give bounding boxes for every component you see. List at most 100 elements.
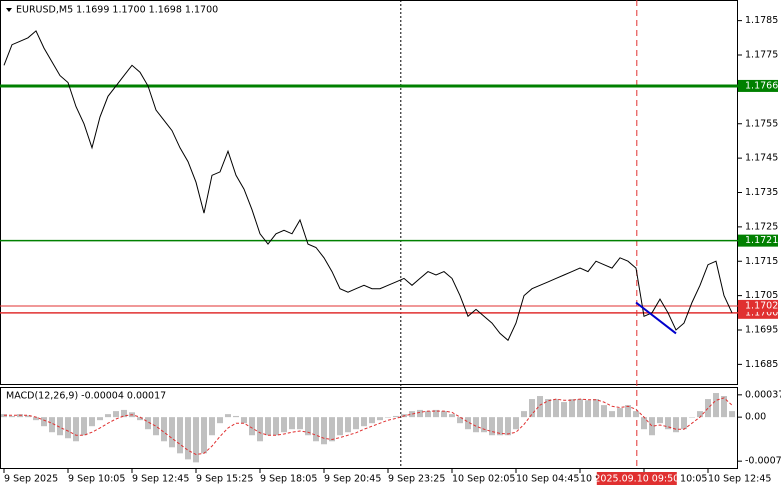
macd-bar <box>513 417 519 430</box>
macd-bar <box>713 393 719 418</box>
macd-bar <box>641 417 647 430</box>
macd-bar <box>113 411 119 418</box>
macd-bar <box>97 417 103 421</box>
macd-bar <box>297 417 303 430</box>
x-tick-label: 9 Sep 12:45 <box>132 474 189 485</box>
macd-bar <box>441 411 447 418</box>
menu-arrow <box>6 8 12 12</box>
chart-title: EURUSD,M5 1.1699 1.1700 1.1698 1.1700 <box>16 5 218 16</box>
macd-bar <box>681 417 687 430</box>
x-tick-label: 9 Sep 23:25 <box>388 474 445 485</box>
macd-bar <box>705 399 711 418</box>
macd-bar <box>105 414 111 418</box>
macd-bar <box>345 417 351 433</box>
macd-bar <box>377 417 383 421</box>
level-label-box <box>738 234 778 247</box>
x-tick-label: 9 Sep 10:05 <box>68 474 125 485</box>
macd-bar <box>73 417 79 442</box>
macd-bar <box>81 417 87 436</box>
x-tick-label: 10 Sep 12:45 <box>708 474 771 485</box>
level-label: 1.1721 <box>745 235 778 246</box>
macd-bar <box>201 417 207 454</box>
macd-bar <box>177 417 183 454</box>
macd-bar <box>321 417 327 445</box>
macd-bar <box>57 417 63 436</box>
x-tick-label: 9 Sep 15:25 <box>196 474 253 485</box>
y-tick-label: 1.1745 <box>745 153 778 164</box>
macd-bar <box>537 396 543 418</box>
macd-bar <box>185 417 191 460</box>
macd-bar <box>545 399 551 418</box>
y-tick-label: 0.00 <box>745 412 766 423</box>
macd-bar <box>521 411 527 418</box>
macd-bar <box>41 417 47 427</box>
macd-bar <box>489 417 495 436</box>
x-tick-label: 10 Sep 02:05 <box>452 474 515 485</box>
macd-bar <box>281 417 287 433</box>
y-tick-label: 1.1725 <box>745 221 778 232</box>
macd-bar <box>593 399 599 418</box>
macd-bar <box>209 417 215 436</box>
macd-bar <box>697 411 703 418</box>
macd-bar <box>257 417 263 442</box>
macd-bar <box>721 396 727 418</box>
macd-bar <box>193 417 199 463</box>
macd-bar <box>353 417 359 430</box>
macd-bar <box>561 402 567 418</box>
macd-bar <box>361 417 367 427</box>
y-tick-label: 1.1735 <box>745 187 778 198</box>
macd-bar <box>649 417 655 436</box>
level-label-box <box>738 299 778 312</box>
trendline <box>635 301 677 335</box>
macd-bar <box>385 417 391 418</box>
macd-bar <box>433 409 439 418</box>
macd-bar <box>137 417 143 421</box>
y-tick-label: 1.1755 <box>745 118 778 129</box>
level-label: 1.1766 <box>745 80 778 91</box>
x-tick-label: 9 Sep 2025 <box>4 474 58 485</box>
macd-bar <box>417 409 423 418</box>
macd-bar <box>145 417 151 430</box>
y-tick-label: 1.1685 <box>745 359 778 370</box>
macd-bar <box>25 415 31 418</box>
price-line <box>3 30 733 342</box>
macd-bar <box>457 417 463 424</box>
macd-bar <box>665 417 671 430</box>
macd-bar <box>313 417 319 442</box>
macd-bar <box>625 405 631 418</box>
signal-line <box>4 397 733 456</box>
macd-bar <box>33 417 39 421</box>
macd-bar <box>233 415 239 418</box>
macd-bar <box>577 399 583 418</box>
y-tick-label: 1.1775 <box>745 50 778 61</box>
macd-pane <box>0 387 738 469</box>
macd-bar <box>153 417 159 436</box>
macd-bar <box>729 411 735 418</box>
y-tick-label: 1.1705 <box>745 290 778 301</box>
macd-bar <box>161 417 167 442</box>
y-tick-label: 1.1695 <box>745 325 778 336</box>
macd-bar <box>169 417 175 448</box>
macd-bar <box>65 417 71 439</box>
macd-bar <box>449 414 455 418</box>
macd-title: MACD(12,26,9) -0.00004 0.00017 <box>6 391 166 402</box>
macd-bar <box>609 411 615 418</box>
cursor-label: 2025.09.10 09:50 <box>594 474 679 485</box>
macd-bar <box>337 417 343 436</box>
level-label-box <box>738 79 778 92</box>
macd-bar <box>393 415 399 418</box>
macd-bar <box>241 417 247 424</box>
macd-bar <box>505 417 511 436</box>
macd-bar <box>425 411 431 418</box>
macd-bar <box>601 405 607 418</box>
y-tick-label: 1.1785 <box>745 15 778 26</box>
level-label: 1.1702 <box>745 300 778 311</box>
macd-bar <box>9 415 15 418</box>
macd-bar <box>465 417 471 430</box>
macd-bar <box>569 399 575 418</box>
macd-bar <box>289 417 295 430</box>
macd-bar <box>529 399 535 418</box>
price-pane <box>0 0 738 385</box>
macd-bar <box>481 417 487 433</box>
